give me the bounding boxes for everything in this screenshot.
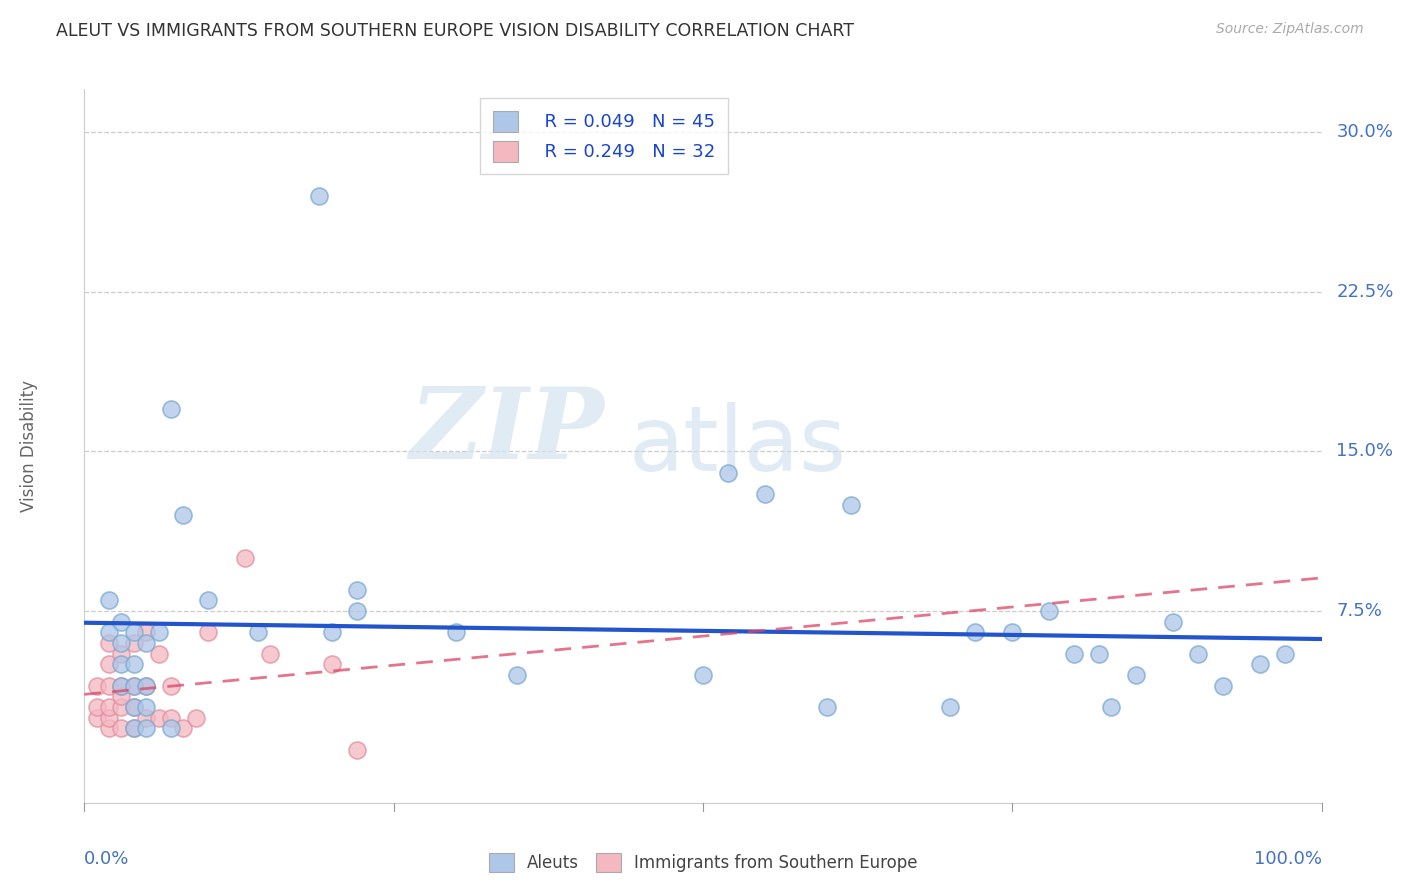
Point	[1099, 700, 1122, 714]
Point	[135, 700, 157, 714]
Point	[197, 625, 219, 640]
Point	[135, 636, 157, 650]
Point	[148, 625, 170, 640]
Point	[98, 593, 121, 607]
Point	[1249, 657, 1271, 672]
Point	[1187, 647, 1209, 661]
Point	[110, 657, 132, 672]
Text: atlas: atlas	[628, 402, 846, 490]
Point	[148, 710, 170, 724]
Text: 15.0%: 15.0%	[1337, 442, 1393, 460]
Text: ALEUT VS IMMIGRANTS FROM SOUTHERN EUROPE VISION DISABILITY CORRELATION CHART: ALEUT VS IMMIGRANTS FROM SOUTHERN EUROPE…	[56, 22, 855, 40]
Point	[110, 700, 132, 714]
Point	[321, 657, 343, 672]
Point	[939, 700, 962, 714]
Point	[110, 721, 132, 735]
Point	[98, 700, 121, 714]
Text: ZIP: ZIP	[409, 384, 605, 480]
Point	[122, 721, 145, 735]
Point	[1001, 625, 1024, 640]
Point	[184, 710, 207, 724]
Point	[98, 636, 121, 650]
Point	[86, 710, 108, 724]
Text: 7.5%: 7.5%	[1337, 602, 1382, 620]
Point	[160, 721, 183, 735]
Point	[246, 625, 269, 640]
Text: 100.0%: 100.0%	[1254, 850, 1322, 868]
Point	[815, 700, 838, 714]
Point	[135, 679, 157, 693]
Point	[122, 657, 145, 672]
Point	[86, 679, 108, 693]
Text: 30.0%: 30.0%	[1337, 123, 1393, 141]
Point	[717, 466, 740, 480]
Point	[308, 188, 330, 202]
Point	[965, 625, 987, 640]
Point	[754, 487, 776, 501]
Text: Vision Disability: Vision Disability	[20, 380, 38, 512]
Point	[692, 668, 714, 682]
Point	[233, 550, 256, 565]
Point	[98, 657, 121, 672]
Point	[122, 679, 145, 693]
Point	[346, 604, 368, 618]
Point	[841, 498, 863, 512]
Point	[1063, 647, 1085, 661]
Point	[135, 679, 157, 693]
Point	[110, 647, 132, 661]
Point	[321, 625, 343, 640]
Point	[122, 700, 145, 714]
Point	[135, 710, 157, 724]
Point	[172, 508, 194, 523]
Point	[98, 721, 121, 735]
Text: 0.0%: 0.0%	[84, 850, 129, 868]
Point	[172, 721, 194, 735]
Point	[1274, 647, 1296, 661]
Point	[1038, 604, 1060, 618]
Point	[122, 721, 145, 735]
Point	[444, 625, 467, 640]
Point	[110, 615, 132, 629]
Point	[110, 636, 132, 650]
Point	[86, 700, 108, 714]
Point	[160, 710, 183, 724]
Point	[110, 690, 132, 704]
Text: Source: ZipAtlas.com: Source: ZipAtlas.com	[1216, 22, 1364, 37]
Point	[148, 647, 170, 661]
Point	[1212, 679, 1234, 693]
Point	[110, 679, 132, 693]
Point	[346, 742, 368, 756]
Point	[1088, 647, 1111, 661]
Legend: Aleuts, Immigrants from Southern Europe: Aleuts, Immigrants from Southern Europe	[481, 844, 925, 880]
Point	[135, 625, 157, 640]
Text: 22.5%: 22.5%	[1337, 283, 1393, 301]
Point	[160, 401, 183, 416]
Point	[122, 700, 145, 714]
Point	[506, 668, 529, 682]
Point	[1161, 615, 1184, 629]
Point	[98, 679, 121, 693]
Point	[1125, 668, 1147, 682]
Point	[98, 710, 121, 724]
Point	[122, 636, 145, 650]
Point	[160, 679, 183, 693]
Point	[346, 582, 368, 597]
Point	[135, 721, 157, 735]
Point	[98, 625, 121, 640]
Point	[122, 679, 145, 693]
Point	[110, 679, 132, 693]
Point	[259, 647, 281, 661]
Point	[122, 625, 145, 640]
Point	[197, 593, 219, 607]
